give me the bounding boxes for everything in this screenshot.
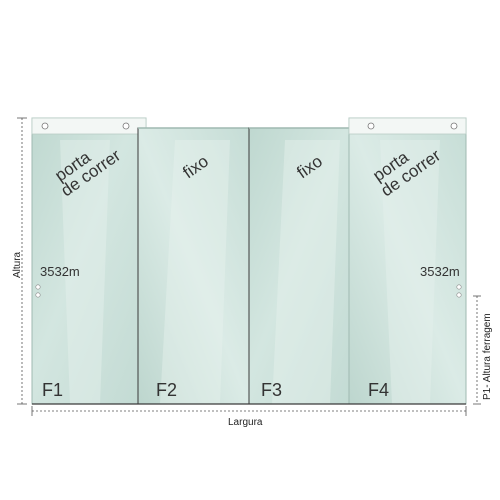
hardware-height-label: P1- Altura ferragem [482, 313, 493, 400]
fixing-hole-icon [41, 122, 49, 130]
panel-f1-label: F1 [42, 380, 63, 400]
handle-dot-icon [35, 292, 41, 298]
panel-f4: porta de correr 3532m F4 [348, 117, 467, 405]
panel-f4-measurement: 3532m [420, 264, 460, 279]
panel-f3-label: F3 [261, 380, 282, 400]
height-dimension: Altura [12, 117, 27, 405]
panel-f3: fixo F3 [248, 127, 359, 405]
panel-f2-label: F2 [156, 380, 177, 400]
handle-dot-icon [456, 284, 462, 290]
panel-f2: fixo F2 [137, 127, 250, 405]
width-label: Largura [228, 417, 263, 428]
panel-f1: porta de correr 3532m F1 [31, 117, 147, 405]
top-rail [348, 117, 467, 135]
width-dimension: Largura [31, 406, 467, 428]
fixing-hole-icon [367, 122, 375, 130]
panel-f1-measurement: 3532m [40, 264, 80, 279]
panel-f4-label: F4 [368, 380, 389, 400]
handle-dot-icon [35, 284, 41, 290]
top-rail [31, 117, 147, 135]
height-label: Altura [12, 251, 23, 278]
hardware-height-dimension: P1- Altura ferragem [473, 295, 493, 405]
fixing-hole-icon [450, 122, 458, 130]
handle-dot-icon [456, 292, 462, 298]
fixing-hole-icon [122, 122, 130, 130]
